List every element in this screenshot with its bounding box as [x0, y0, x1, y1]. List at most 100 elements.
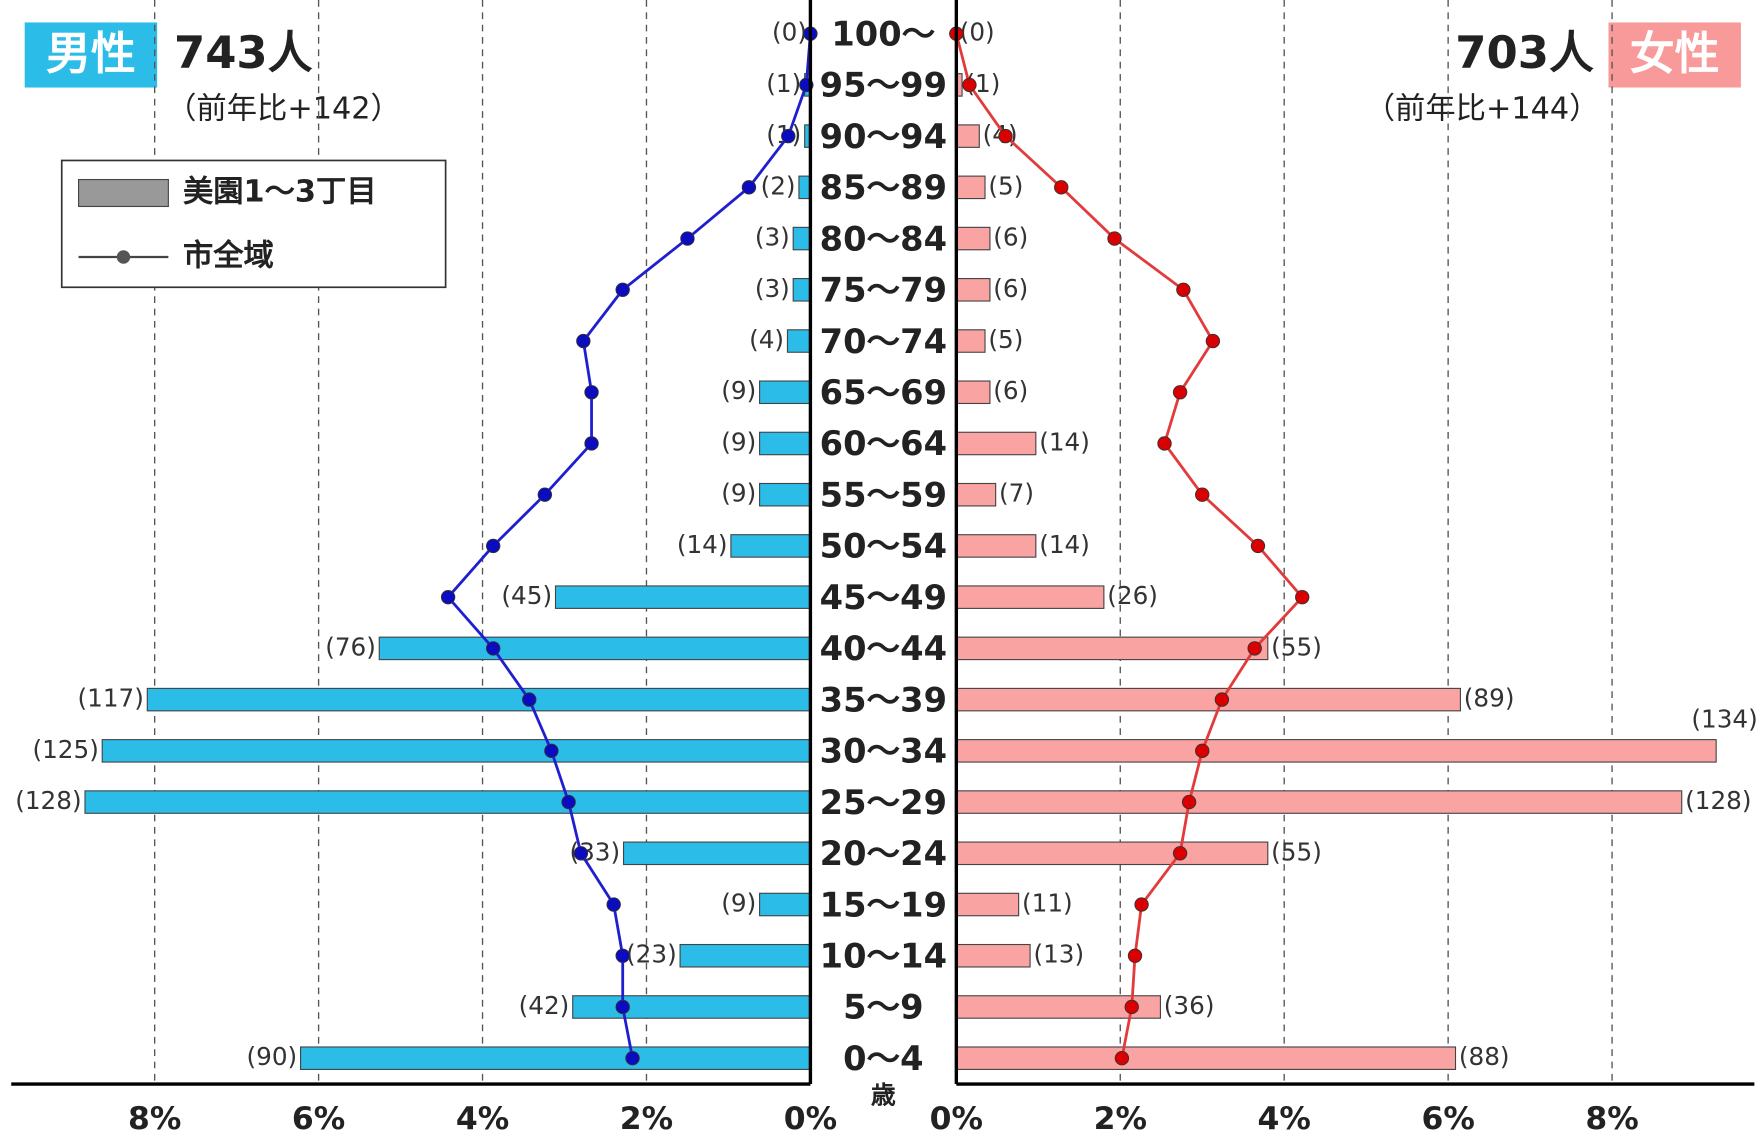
bar [955, 329, 986, 353]
bar [759, 431, 811, 456]
age-label: 70～74 [820, 322, 947, 361]
line-marker [962, 77, 977, 93]
line-marker [1195, 487, 1210, 502]
data-label: (3) [755, 223, 790, 252]
bar [955, 687, 1461, 712]
data-label: (4) [749, 325, 784, 354]
data-label: (23) [626, 940, 677, 969]
data-label: (5) [988, 325, 1023, 354]
age-unit: 歳 [871, 1080, 896, 1109]
age-label: 45～49 [820, 578, 947, 617]
data-label: (14) [1039, 427, 1090, 456]
line-marker [1107, 231, 1122, 246]
bar [622, 841, 811, 866]
bar [955, 175, 986, 200]
bar [955, 534, 1037, 558]
data-label: (125) [32, 735, 98, 764]
line-marker [561, 794, 576, 810]
age-label: 100～ [831, 14, 935, 53]
x-tick-label: 8% [1585, 1101, 1638, 1137]
line-marker [1157, 436, 1172, 451]
data-label: (76) [325, 632, 376, 661]
female-change: （前年比+144） [1365, 91, 1600, 126]
data-label: (128) [15, 786, 81, 815]
line-marker [1172, 385, 1188, 400]
line-marker [1205, 333, 1221, 349]
bar [759, 892, 811, 917]
age-label: 15～19 [820, 885, 947, 924]
line-marker [576, 333, 591, 349]
data-label: (55) [1271, 837, 1322, 866]
bar [730, 534, 811, 558]
line-marker [1172, 846, 1188, 861]
age-label: 95～99 [820, 66, 947, 105]
data-label: (11) [1022, 889, 1073, 918]
line-marker [1124, 999, 1139, 1015]
female-total: 703人 [1455, 26, 1594, 79]
line-marker [615, 999, 630, 1015]
data-label: (5) [988, 171, 1023, 200]
line-marker [584, 385, 599, 400]
male-label: 男性 [46, 27, 136, 80]
line-marker [486, 641, 501, 656]
x-tick-label: 2% [620, 1101, 673, 1137]
data-label: (3) [755, 274, 790, 303]
data-label: (117) [78, 684, 144, 713]
bar [955, 1046, 1457, 1070]
age-label: 10～14 [820, 936, 947, 975]
line-marker [625, 1051, 640, 1066]
legend-bar-swatch [78, 178, 169, 208]
bar [146, 687, 811, 712]
bar [300, 1046, 811, 1070]
bar [955, 226, 991, 251]
data-label: (6) [993, 274, 1028, 303]
line-marker [1127, 948, 1143, 963]
data-label: (45) [501, 581, 552, 610]
line-marker [1134, 897, 1149, 912]
age-label: 90～94 [820, 117, 947, 156]
legend-label: 市全域 [183, 237, 274, 273]
age-label: 35～39 [820, 680, 947, 719]
legend-marker-swatch [116, 250, 131, 264]
age-label: 65～69 [820, 373, 947, 412]
data-label: (26) [1107, 581, 1158, 610]
male-total: 743人 [174, 26, 313, 79]
bar [759, 482, 811, 507]
bar [955, 380, 991, 405]
legend: 美園1～3丁目 市全域 [60, 159, 447, 289]
bar [955, 739, 1717, 763]
line-marker [606, 897, 621, 912]
line-marker [544, 743, 559, 759]
data-label: (128) [1685, 786, 1751, 815]
data-label: (36) [1164, 991, 1215, 1020]
bar [759, 380, 811, 405]
data-label: (6) [993, 376, 1028, 405]
bar [955, 841, 1269, 866]
age-label: 60～64 [820, 424, 947, 463]
line-marker [1250, 538, 1266, 554]
x-tick-label: 0% [930, 1101, 983, 1137]
line-marker [584, 436, 599, 451]
bar [101, 739, 811, 763]
line-marker [615, 948, 630, 963]
bar [955, 431, 1037, 456]
age-label: 20～24 [820, 834, 947, 873]
data-label: (9) [721, 479, 756, 508]
data-label: (90) [247, 1042, 298, 1071]
bar [792, 278, 811, 302]
age-label: 40～44 [820, 629, 947, 668]
x-tick-label: 6% [1421, 1101, 1474, 1137]
x-tick-label: 2% [1094, 1101, 1147, 1137]
line-marker [522, 692, 537, 707]
age-label: 5～9 [843, 988, 924, 1027]
line-marker [1195, 743, 1210, 759]
bar [798, 175, 811, 200]
x-tick-label: 0% [784, 1101, 837, 1137]
data-label: (55) [1271, 632, 1322, 661]
data-label: (89) [1464, 684, 1515, 713]
bar [955, 124, 980, 148]
bar [955, 636, 1269, 661]
bar [572, 995, 811, 1019]
